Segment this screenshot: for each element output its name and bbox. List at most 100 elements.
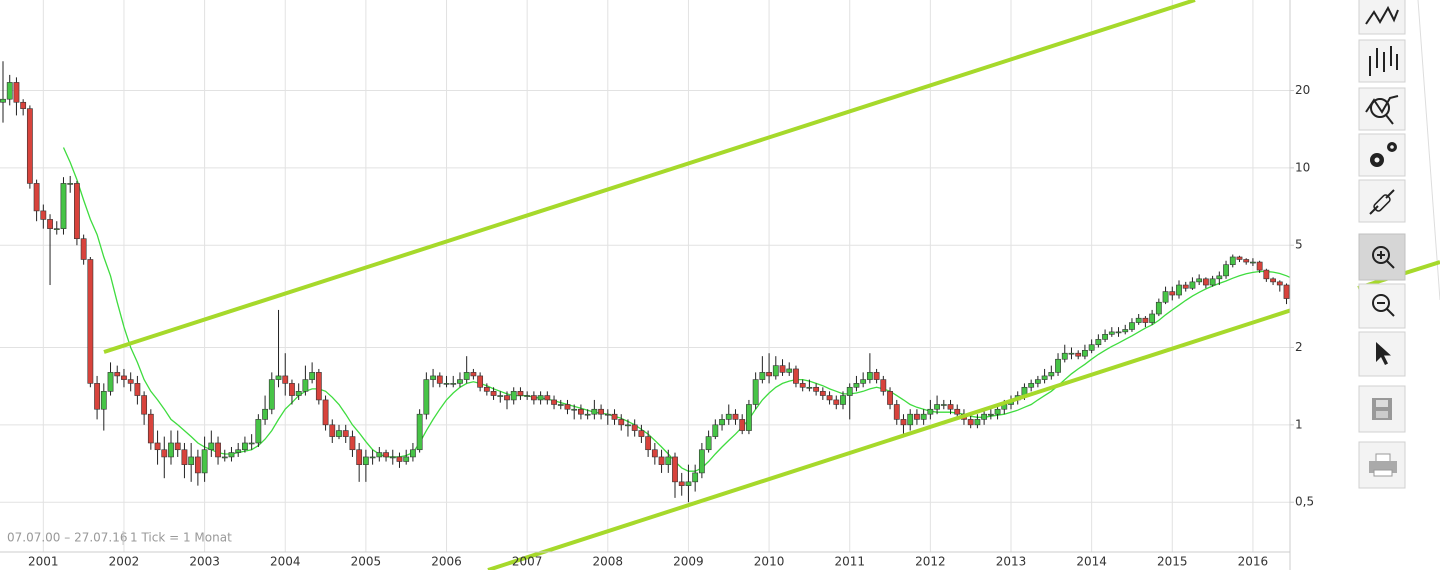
candle-body (268, 379, 275, 410)
candle-body (887, 391, 893, 405)
candle-body (1162, 291, 1169, 303)
candle-body (564, 404, 571, 410)
y-axis: 20 10 5 2 1 0,5 (1290, 83, 1314, 509)
candle-body (725, 413, 732, 420)
settings-button[interactable] (1358, 133, 1406, 177)
candle-body (0, 98, 6, 103)
edge-line (1417, 0, 1440, 301)
indicator-button[interactable] (1358, 87, 1406, 131)
zoom-in-button[interactable] (1358, 233, 1406, 281)
candle-body (121, 375, 127, 380)
candle-body (497, 395, 504, 397)
candle-body (833, 399, 840, 405)
candle-body (981, 413, 988, 420)
candle-body (302, 379, 309, 392)
candle-body (248, 442, 255, 445)
candle-body (866, 372, 873, 380)
candle-body (194, 456, 201, 474)
grid (0, 0, 1290, 552)
candle-body (154, 442, 161, 451)
y-tick-label: 10 (1295, 160, 1310, 174)
candle-body (1209, 278, 1216, 286)
candle-body (1055, 358, 1061, 373)
print-button[interactable] (1358, 441, 1406, 489)
candle-body (813, 386, 820, 392)
candle-body (954, 408, 961, 415)
candle-body (517, 391, 524, 396)
candle-body (181, 449, 188, 465)
candle-body (309, 372, 316, 380)
candle-body (927, 408, 934, 415)
candle-body (604, 413, 611, 416)
pointer-button[interactable] (1358, 331, 1406, 377)
candle-body (504, 395, 510, 401)
candle-body (947, 404, 954, 410)
candle-body (799, 383, 806, 388)
candle-body (752, 379, 759, 405)
candle-body (356, 449, 363, 465)
candle-body (94, 383, 100, 410)
candle-body (416, 413, 423, 451)
candle-body (873, 372, 880, 380)
zoom-out-button[interactable] (1358, 283, 1406, 329)
y-tick-label: 1 (1295, 417, 1303, 431)
candle-body (490, 391, 497, 396)
candle-body (974, 419, 981, 426)
candle-body (1129, 322, 1135, 330)
candle-body (1142, 317, 1149, 323)
candle-body (188, 456, 195, 465)
candle-body (530, 395, 537, 401)
candle-body (779, 365, 786, 373)
candle-body (242, 442, 248, 451)
candle-body (168, 442, 174, 458)
candle-body (1061, 352, 1068, 360)
candle-body (611, 413, 618, 420)
candle-body (1075, 352, 1082, 357)
x-tick-label: 2004 (270, 555, 301, 569)
candle-body (1182, 284, 1189, 289)
draw-line-button[interactable] (1358, 179, 1406, 223)
candle-body (1048, 372, 1055, 377)
candle-body (584, 413, 591, 416)
candle-body (537, 395, 544, 401)
candle-body (1243, 259, 1250, 263)
candle-body (732, 413, 739, 420)
candle-body (678, 481, 685, 486)
candle-body (658, 456, 665, 465)
x-tick-label: 2009 (673, 555, 704, 569)
line-chart-button[interactable] (1358, 0, 1406, 35)
candle-body (571, 408, 578, 411)
candle-body (524, 395, 531, 397)
candle-body (544, 395, 551, 401)
x-tick-label: 2012 (915, 555, 946, 569)
candle-body (228, 452, 235, 458)
candle-body (1176, 284, 1182, 296)
toolbar (1358, 0, 1406, 489)
candle-body (860, 379, 867, 384)
candle-body (698, 449, 705, 474)
candle-body (557, 404, 564, 406)
candle-body (631, 424, 638, 431)
candle-body (483, 386, 490, 392)
candle-body (672, 456, 678, 483)
candle-body (40, 210, 47, 220)
y-tick-label: 0,5 (1295, 495, 1314, 509)
save-button[interactable] (1358, 385, 1406, 433)
candle-body (141, 395, 148, 415)
candle-body (719, 419, 725, 426)
moving-average-layer (62, 147, 1294, 472)
candle-body (450, 383, 457, 385)
candle-body (1149, 313, 1156, 323)
candle-body (215, 442, 221, 458)
candle-body (900, 419, 907, 426)
candle-body (934, 404, 940, 410)
y-tick-label: 2 (1295, 340, 1303, 354)
candle-body (33, 183, 40, 212)
candle-body (625, 424, 631, 427)
candle-body (1229, 256, 1236, 265)
ohlc-chart-button[interactable] (1358, 39, 1406, 83)
candle-body (134, 383, 141, 396)
candle-body (618, 419, 625, 426)
x-tick-label: 2002 (109, 555, 140, 569)
y-tick-label: 5 (1295, 238, 1303, 252)
